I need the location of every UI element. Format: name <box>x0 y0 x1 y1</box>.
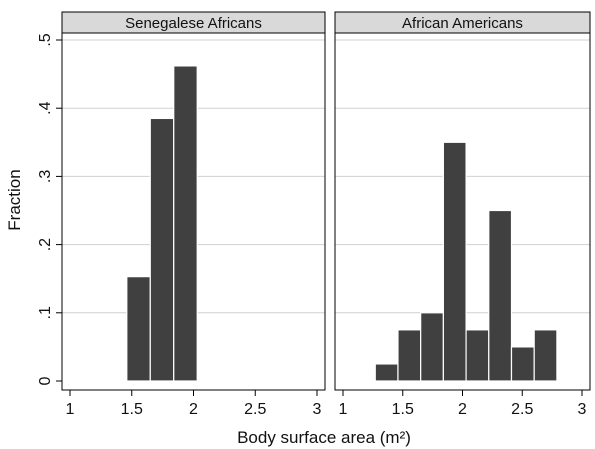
y-tick-label-5: .5 <box>37 33 54 46</box>
panel-title-2: African Americans <box>402 15 523 32</box>
bar-2-5 <box>465 329 490 382</box>
x-tick-label-1-1: 1.5 <box>121 401 143 418</box>
panel-title-1: Senegalese Africans <box>125 15 262 32</box>
bar-2-8 <box>533 329 558 382</box>
y-axis-title: Fraction <box>5 169 24 230</box>
x-tick-label-1-2: 2 <box>189 401 198 418</box>
x-tick-label-2-1: 1.5 <box>392 401 414 418</box>
x-tick-label-1-0: 1 <box>66 401 75 418</box>
bar-2-7 <box>510 346 535 382</box>
y-tick-label-4: .4 <box>37 101 54 114</box>
x-tick-label-1-4: 3 <box>313 401 322 418</box>
x-tick-label-2-4: 3 <box>578 401 587 418</box>
bar-1-2 <box>149 117 175 382</box>
bar-1-3 <box>173 65 198 382</box>
y-tick-label-0: 0 <box>37 376 54 385</box>
bar-2-2 <box>397 329 422 382</box>
bar-1-1 <box>126 276 151 382</box>
x-tick-label-2-3: 2.5 <box>511 401 533 418</box>
bar-2-1 <box>374 363 399 382</box>
x-tick-label-1-3: 2.5 <box>244 401 266 418</box>
y-tick-label-1: .1 <box>37 306 54 319</box>
x-tick-label-2-2: 2 <box>458 401 467 418</box>
x-axis-title: Body surface area (m²) <box>237 428 411 447</box>
bar-2-3 <box>420 312 444 382</box>
y-tick-label-3: .3 <box>37 170 54 183</box>
bar-2-6 <box>488 209 513 382</box>
x-tick-label-2-0: 1 <box>339 401 348 418</box>
y-tick-label-2: .2 <box>37 238 54 251</box>
bar-2-4 <box>442 141 467 382</box>
